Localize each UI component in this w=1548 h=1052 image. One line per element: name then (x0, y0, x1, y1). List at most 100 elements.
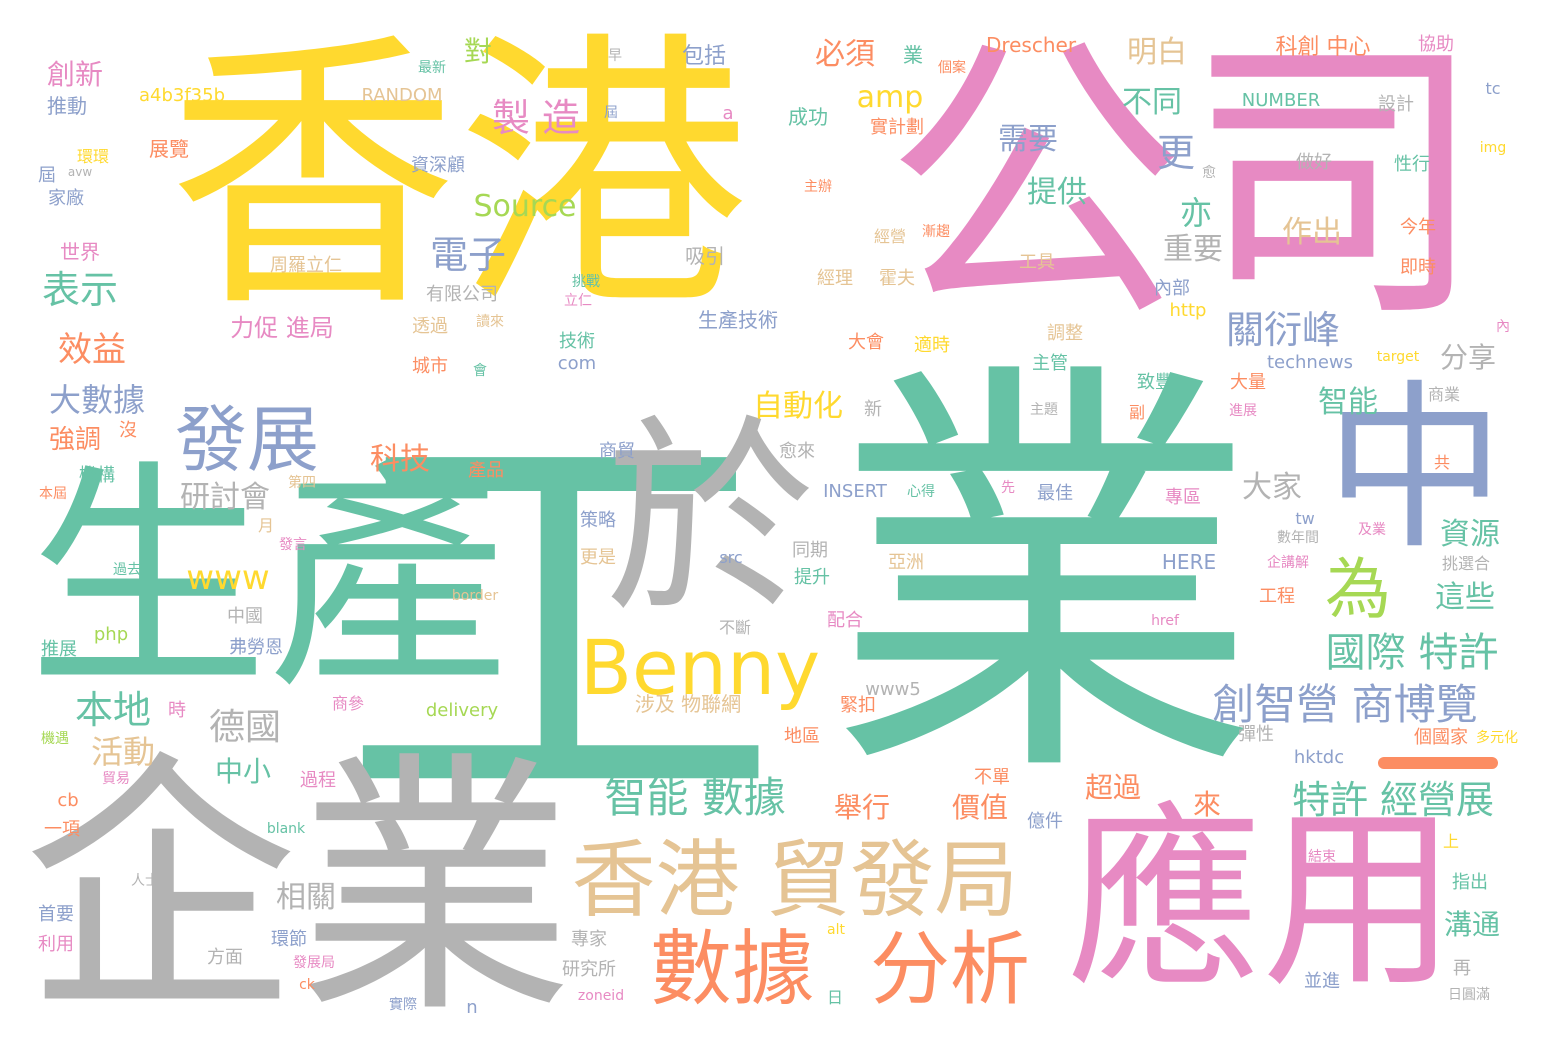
word-need: 需要 (998, 122, 1058, 157)
word-organization: 機構 (79, 465, 115, 486)
word-smart-data: 智能 數據 (604, 773, 786, 822)
word-lecture: 企講解 (1267, 555, 1309, 571)
word-technews: technews (1266, 352, 1354, 373)
word-new: 新 (864, 399, 882, 420)
word-expert: 專家 (571, 929, 607, 950)
word-zhong: 中 (1324, 365, 1506, 574)
word-lap-yan: 立仁 (564, 293, 592, 309)
word-cb: cb (57, 790, 79, 811)
word-tc: tc (1485, 79, 1501, 98)
word-www: www (186, 558, 270, 598)
word-world: 世界 (60, 240, 100, 264)
word-one-item: 一項 (44, 819, 80, 840)
word-yu-small: 愈 (1202, 165, 1216, 181)
word-hongkong: 香港 (168, 9, 748, 346)
word-big-data: 大數據 (48, 381, 146, 419)
word-automation: 自動化 (753, 389, 843, 424)
word-this-year: 今年 (1400, 217, 1436, 238)
word-xing: 性行 (1394, 154, 1430, 175)
word-end: 結束 (1308, 849, 1336, 865)
word-a: a (722, 103, 734, 124)
word-delivery: delivery (425, 700, 499, 721)
word-engineering: 工程 (1259, 586, 1295, 607)
word-manufacturing: 製 造 (491, 96, 581, 140)
word-innocentre: 科創 中心 (1275, 35, 1371, 60)
word-point-out: 指出 (1452, 872, 1488, 893)
word-huan-huan: 環環 (76, 147, 110, 166)
word-tw: tw (1295, 509, 1315, 528)
word-related: 相關 (276, 880, 336, 915)
word-drescher: Drescher (985, 33, 1077, 57)
word-process: 過程 (300, 770, 336, 791)
word-fourth: 第四 (288, 475, 316, 491)
word-communicate: 溝通 (1443, 908, 1501, 941)
word-different: 不同 (1122, 85, 1182, 120)
word-enterprise: 企業 (23, 729, 573, 1050)
word-src: src (719, 548, 743, 567)
word-senior-advisor: 資深顧 (411, 155, 465, 176)
word-trading: 貿易 (102, 771, 130, 787)
word-asia: 亞洲 (888, 552, 924, 573)
word-flexible: 彈性 (1238, 724, 1274, 745)
word-trade: 商貿 (599, 441, 635, 462)
word-and-industry: 及業 (1358, 522, 1386, 538)
word-attract: 吸引 (685, 244, 725, 268)
word-local: 本地 (74, 688, 152, 732)
word-target: target (1376, 349, 1420, 365)
word-intl-franchise: 國際 特許 (1325, 630, 1499, 676)
word-com: com (557, 353, 597, 374)
word-factories: 家廠 (48, 188, 84, 209)
word-actual: 實際 (389, 997, 417, 1013)
word-tech: 科技 (370, 442, 430, 477)
word-nei: 內 (1496, 319, 1510, 335)
word-blank: blank (266, 821, 306, 837)
word-franchise-expo: 特許 經營展 (1291, 778, 1495, 822)
word-product: 產品 (468, 460, 504, 481)
word-understand: 明白 (1127, 35, 1187, 70)
word-even-more: 更是 (580, 547, 616, 568)
word-utilize: 利用 (38, 934, 74, 955)
word-not-only: 不單 (974, 767, 1010, 788)
word-month: 月 (257, 516, 275, 535)
word-exhibition: 展覽 (149, 137, 189, 161)
word-development: 發展 (174, 398, 320, 482)
word-primary: 首要 (38, 904, 74, 925)
word-raise: 提升 (794, 567, 830, 588)
word-speech: 發言 (279, 537, 307, 553)
word-hold: 舉行 (833, 791, 891, 824)
word-latest: 最新 (418, 60, 446, 76)
word-href: href (1151, 613, 1179, 629)
word-shang: 上 (1442, 832, 1460, 851)
word-company: 公司 (885, 10, 1485, 359)
word-few-years: 數年間 (1277, 530, 1319, 546)
word-region: 地區 (784, 726, 820, 747)
word-value: 價值 (951, 791, 1009, 824)
word-time: 時 (168, 700, 186, 721)
word-random: RANDOM (361, 85, 443, 106)
word-geng: 更 (1156, 131, 1196, 175)
word-do-well: 做好 (1296, 152, 1332, 173)
word-insight: 心得 (907, 484, 935, 500)
word-smart: 智能 (1318, 385, 1378, 420)
word-gong: 工 (340, 369, 780, 881)
word-match: 配合 (827, 610, 863, 631)
word-hofer: 霍夫 (879, 268, 915, 289)
word-dev-bureau: 發展局 (293, 955, 335, 971)
word-n: n (466, 997, 478, 1018)
word-a4b3f35b: a4b3f35b (138, 85, 226, 106)
word-conference: 大會 (848, 332, 884, 353)
word-supervisor: 主管 (1032, 353, 1068, 374)
word-deputy: 副 (1128, 403, 1146, 422)
word-kwan-hang-fung: 關衍峰 (1225, 308, 1341, 352)
word-together: 並進 (1304, 971, 1340, 992)
word-avw: avw (67, 165, 93, 179)
word-gradually: 漸趨 (922, 224, 950, 240)
word-ting: 屆 (604, 105, 618, 121)
word-promote: 推動 (47, 94, 87, 118)
word-yi: 亦 (1179, 194, 1213, 232)
word-challenge: 挑戰 (572, 274, 600, 290)
word-operation: 經營 (873, 227, 907, 246)
word-select: 挑選合 (1441, 554, 1491, 573)
word-make: 作出 (1282, 215, 1342, 250)
word-technology: 技術 (559, 331, 595, 352)
